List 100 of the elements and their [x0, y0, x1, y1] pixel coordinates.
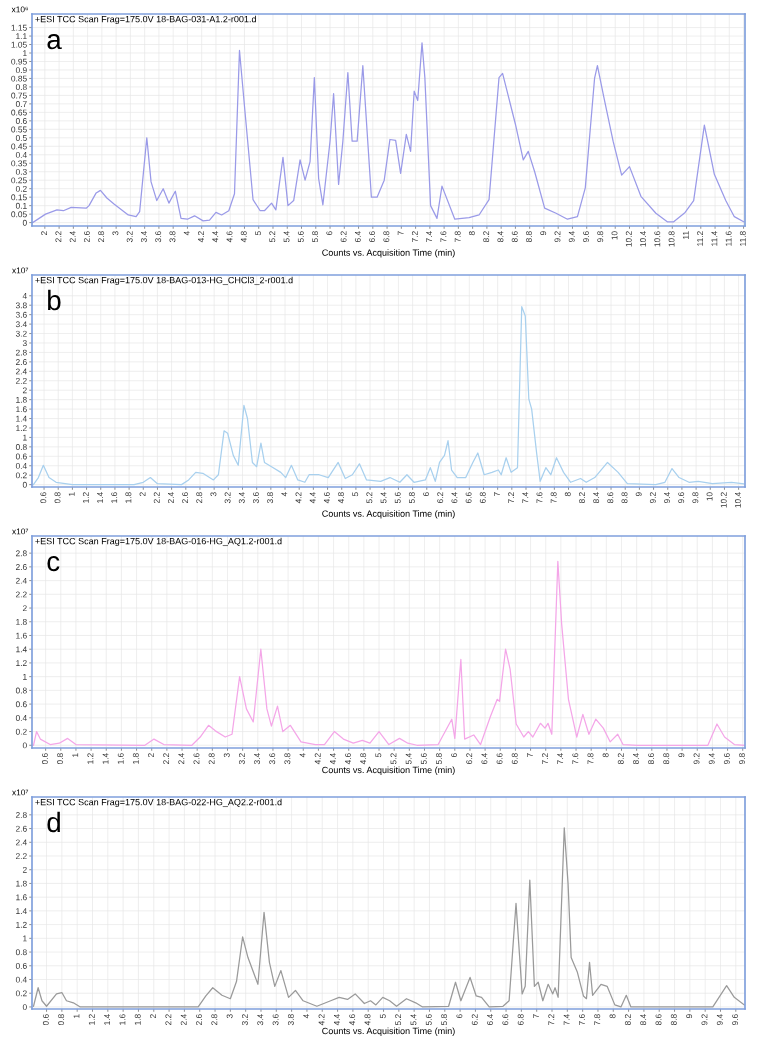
y-tick-label: 2.2 — [15, 591, 27, 598]
x-tick-label: 2.4 — [167, 492, 174, 504]
x-tick-label: 5.4 — [380, 492, 387, 504]
x-tick-label: 1.6 — [111, 492, 118, 503]
x-tick-label: 8.2 — [579, 492, 585, 504]
x-tick-label: 4.4 — [309, 492, 316, 504]
x-tick-label: 1.6 — [117, 753, 124, 764]
y-tick-label: 0.6 — [15, 701, 27, 708]
y-tick-label: 1.2 — [16, 660, 27, 666]
x-tick-label: 8.4 — [640, 1014, 647, 1026]
x-tick-label: 4.2 — [198, 231, 204, 243]
y-tick-label: 1.2 — [16, 425, 27, 431]
x-tick-label: 3 — [210, 492, 217, 497]
chart-subtitle: +ESI TCC Scan Frag=175.0V 18-BAG-016-HG_AQ1.2-r001.d — [35, 537, 282, 547]
x-tick-label: 10.2 — [720, 492, 727, 508]
y-tick-label: 0.1 — [15, 202, 27, 209]
y-tick-label: 1 — [23, 434, 27, 441]
x-tick-label: 7.2 — [548, 1014, 555, 1026]
y-tick-label: 2.2 — [15, 377, 27, 384]
y-tick-label: 0.25 — [11, 177, 27, 184]
y-tick-label: 0.8 — [15, 687, 27, 694]
chart-title: d — [47, 811, 60, 833]
x-tick-label: 4.6 — [349, 1014, 356, 1026]
x-tick-label: 5 — [352, 492, 359, 497]
x-tick-label: 8.8 — [621, 492, 628, 504]
x-tick-label: 7 — [397, 231, 404, 236]
x-tick-label: 2.2 — [153, 492, 160, 504]
x-tick-label: 4.2 — [314, 753, 321, 765]
x-tick-label: 8.6 — [648, 753, 655, 765]
x-tick-label: 9.8 — [739, 753, 745, 765]
x-tick-label: 9.4 — [708, 753, 715, 765]
x-tick-label: 3.6 — [272, 1014, 279, 1026]
y-tick-label: 0.75 — [11, 92, 27, 99]
x-tick-label: 11.4 — [711, 231, 718, 246]
x-tick-label: 3.6 — [155, 231, 162, 243]
x-tick-label: 4 — [281, 492, 288, 497]
x-tick-label: 5.8 — [441, 1014, 448, 1026]
x-tick-label: 7 — [494, 492, 500, 497]
x-tick-label: 2.2 — [55, 231, 62, 243]
x-tick-label: 7 — [526, 753, 533, 758]
x-tick-label: 8.4 — [593, 492, 600, 504]
x-tick-label: 3.4 — [257, 1014, 264, 1026]
x-tick-label: 9 — [678, 753, 685, 758]
y-tick-label: 0.15 — [11, 194, 27, 201]
x-tick-label: 8.6 — [607, 492, 614, 504]
y-axis-title: x10⁶ — [11, 6, 28, 13]
x-tick-label: 5.4 — [405, 753, 412, 765]
x-axis-title: Counts vs. Acquisition Time (min) — [322, 249, 455, 258]
x-tick-label: 5 — [255, 231, 261, 236]
x-tick-label: 9.4 — [664, 492, 670, 504]
x-tick-label: 2.4 — [69, 231, 76, 243]
x-tick-label: 9.8 — [597, 231, 604, 243]
x-tick-label: 2.2 — [165, 1014, 172, 1026]
x-axis-title: Counts vs. Acquisition Time (min) — [322, 1027, 455, 1036]
x-tick-label: 8.8 — [526, 231, 532, 243]
x-tick-label: 4.4 — [329, 753, 336, 765]
x-tick-label: 6 — [423, 492, 430, 497]
x-tick-label: 2 — [139, 492, 146, 497]
y-tick-label: 1.8 — [16, 880, 27, 887]
x-tick-label: 10.2 — [625, 231, 632, 247]
y-tick-label: 2.6 — [15, 825, 27, 832]
chart-title: a — [47, 34, 62, 50]
x-tick-label: 3.8 — [287, 1014, 294, 1026]
y-tick-label: 0 — [22, 1004, 27, 1011]
x-tick-label: 3.2 — [224, 492, 231, 504]
x-tick-label: 9.6 — [583, 231, 589, 243]
x-tick-label: 7.6 — [536, 492, 543, 504]
y-tick-label: 0.4 — [15, 976, 27, 983]
x-tick-label: 5.4 — [410, 1014, 417, 1026]
x-tick-label: 6.8 — [517, 1014, 524, 1026]
x-tick-label: 1 — [73, 1014, 80, 1018]
x-tick-label: 8.4 — [632, 753, 639, 765]
x-tick-label: 10.4 — [640, 231, 646, 247]
x-tick-label: 5.2 — [395, 1014, 402, 1026]
x-tick-label: 7.6 — [440, 231, 447, 243]
x-tick-label: 6.8 — [511, 753, 518, 765]
x-tick-label: 6.4 — [354, 231, 361, 243]
y-tick-label: 2.4 — [15, 368, 27, 375]
y-tick-label: 0.45 — [11, 143, 27, 150]
x-tick-label: 8 — [564, 492, 571, 497]
x-tick-label: 1.8 — [132, 753, 139, 764]
x-tick-label: 2.6 — [83, 231, 90, 243]
x-tick-label: 7.2 — [411, 231, 418, 243]
y-tick-label: 1.4 — [16, 415, 27, 422]
chart-subtitle: +ESI TCC Scan Frag=175.0V 18-BAG-031-A1.2-r001.d — [35, 15, 256, 25]
y-tick-label: 0.35 — [11, 160, 27, 167]
x-tick-label: 4.8 — [360, 753, 367, 765]
y-tick-label: 3.4 — [15, 321, 27, 328]
x-tick-label: 1 — [68, 492, 75, 496]
x-tick-label: 5.4 — [283, 231, 290, 243]
y-tick-label: 1 — [23, 935, 27, 942]
chart-subtitle: +ESI TCC Scan Frag=175.0V 18-BAG-013-HG_CHCl3_2-r001.d — [35, 276, 293, 286]
x-tick-label: 6 — [326, 231, 333, 236]
x-tick-label: 6.2 — [437, 492, 444, 504]
x-tick-label: 6.6 — [465, 492, 472, 504]
x-tick-label: 3.6 — [269, 753, 276, 765]
x-tick-label: 3.8 — [169, 231, 176, 243]
x-tick-label: 4 — [299, 753, 306, 758]
x-tick-label: 6.6 — [369, 231, 376, 243]
y-tick-label: 1.05 — [11, 41, 27, 48]
